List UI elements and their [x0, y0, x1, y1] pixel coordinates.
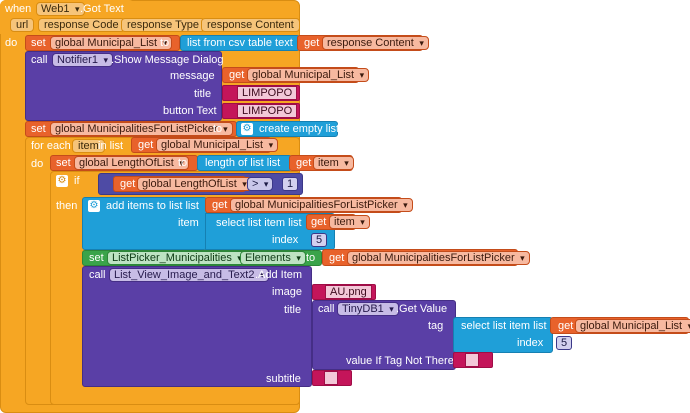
to-label: to — [213, 123, 223, 135]
add-item-label: .Add Item — [255, 269, 303, 281]
select-list-item-label: select list item list — [461, 320, 547, 332]
add-items-label: add items to list list — [106, 200, 199, 212]
param-url[interactable]: url — [10, 18, 35, 32]
item-var-pill[interactable]: item — [72, 139, 105, 153]
image-label: image — [272, 286, 302, 298]
add-items-to-list-block[interactable] — [82, 197, 207, 250]
index-label: index — [272, 234, 299, 246]
compare-number[interactable]: 1 — [282, 177, 299, 191]
list-var-dropdown[interactable]: global Municipal_List — [156, 138, 279, 152]
param-response-content[interactable]: response Content — [201, 18, 300, 32]
listpicker-component-dropdown[interactable]: ListPicker_Municipalities — [107, 251, 247, 265]
to-label: to — [178, 157, 188, 169]
get-label: get — [229, 69, 245, 81]
call-label: call — [89, 269, 106, 281]
get-label: get — [296, 157, 312, 169]
get-value-label: .Get Value — [396, 303, 448, 315]
value-if-tag-not-there-label: value If Tag Not There — [346, 355, 454, 367]
call-label: call — [318, 303, 335, 315]
title-label: title — [194, 88, 212, 100]
not-there-string-value[interactable] — [465, 353, 479, 367]
when-label: when — [5, 3, 32, 15]
set-label: set — [31, 37, 46, 49]
index-number[interactable]: 5 — [556, 336, 573, 350]
get-label: get — [311, 216, 327, 228]
list-from-csv-label: list from csv table text — [187, 37, 293, 49]
select-list-item-block[interactable] — [453, 317, 553, 353]
button-string-value[interactable]: LIMPOPO — [237, 104, 298, 118]
create-empty-list-block[interactable] — [236, 121, 338, 137]
item-dropdown[interactable]: item — [313, 156, 354, 170]
param-response-type[interactable]: response Type — [121, 18, 205, 32]
do-label: do — [5, 37, 18, 49]
select-list-item-label: select list item list — [216, 217, 302, 229]
image-string-value[interactable]: AU.png — [325, 285, 372, 299]
title-string-value[interactable]: LIMPOPO — [237, 86, 298, 100]
length-of-list-label: length of list list — [205, 157, 281, 169]
in-list-label: in list — [98, 140, 124, 152]
mutator-gear-icon[interactable]: ⚙ — [56, 175, 68, 187]
set-label: set — [56, 157, 71, 169]
list-view-add-item-block[interactable] — [82, 266, 312, 387]
set-label: set — [31, 123, 46, 135]
length-var-dropdown[interactable]: global LengthOfList — [137, 177, 252, 191]
get-label: get — [138, 139, 154, 151]
event-name-label: .Got Text — [80, 3, 124, 15]
get-label: get — [558, 320, 574, 332]
button-text-label: button Text — [163, 105, 217, 117]
subtitle-string-value[interactable] — [324, 371, 338, 385]
show-message-dialog-label: .Show Message Dialog — [111, 54, 224, 66]
item-dropdown[interactable]: item — [329, 215, 370, 229]
elements-property-dropdown[interactable]: Elements — [240, 251, 306, 265]
mutator-gear-icon[interactable]: ⚙ — [88, 200, 100, 212]
if-label: if — [74, 175, 80, 187]
get-label: get — [329, 252, 345, 264]
notifier-component-dropdown[interactable]: Notifier1 — [52, 53, 113, 67]
get-label: get — [120, 178, 136, 190]
param-response-code[interactable]: response Code — [38, 18, 125, 32]
tag-label: tag — [428, 320, 444, 332]
create-empty-list-label: create empty list — [259, 123, 340, 135]
set-var-dropdown[interactable]: global LengthOfList — [74, 156, 189, 170]
index-label: index — [517, 337, 544, 349]
to-label: to — [306, 252, 316, 264]
do-label: do — [31, 158, 44, 170]
then-label: then — [56, 200, 78, 212]
operator-dropdown[interactable]: > — [247, 177, 274, 191]
for-each-label: for each — [31, 140, 71, 152]
set-var-dropdown[interactable]: global Municipal_List — [50, 36, 173, 50]
tinydb-component-dropdown[interactable]: TinyDB1 — [337, 302, 399, 316]
get-var-dropdown[interactable]: response Content — [322, 36, 429, 50]
index-number[interactable]: 5 — [311, 233, 328, 247]
listpicker-var-dropdown[interactable]: global MunicipalitiesForListPicker — [347, 251, 530, 265]
set-var-dropdown[interactable]: global MunicipalitiesForListPicker — [50, 122, 233, 136]
municipal-list-dropdown[interactable]: global Municipal_List — [575, 319, 690, 333]
message-label: message — [170, 70, 215, 82]
get-label: get — [304, 37, 320, 49]
message-var-dropdown[interactable]: global Municipal_List — [247, 68, 370, 82]
web-component-dropdown[interactable]: Web1 — [36, 2, 85, 16]
call-label: call — [31, 54, 48, 66]
item-label: item — [178, 217, 199, 229]
list-var-dropdown[interactable]: global MunicipalitiesForListPicker — [230, 198, 413, 212]
subtitle-label: subtitle — [266, 373, 301, 385]
get-label: get — [212, 199, 228, 211]
set-label: set — [89, 252, 104, 264]
listview-component-dropdown[interactable]: List_View_Image_and_Text2 — [109, 268, 270, 282]
title-label: title — [284, 304, 302, 316]
to-label: to — [160, 37, 170, 49]
mutator-gear-icon[interactable]: ⚙ — [241, 123, 253, 135]
